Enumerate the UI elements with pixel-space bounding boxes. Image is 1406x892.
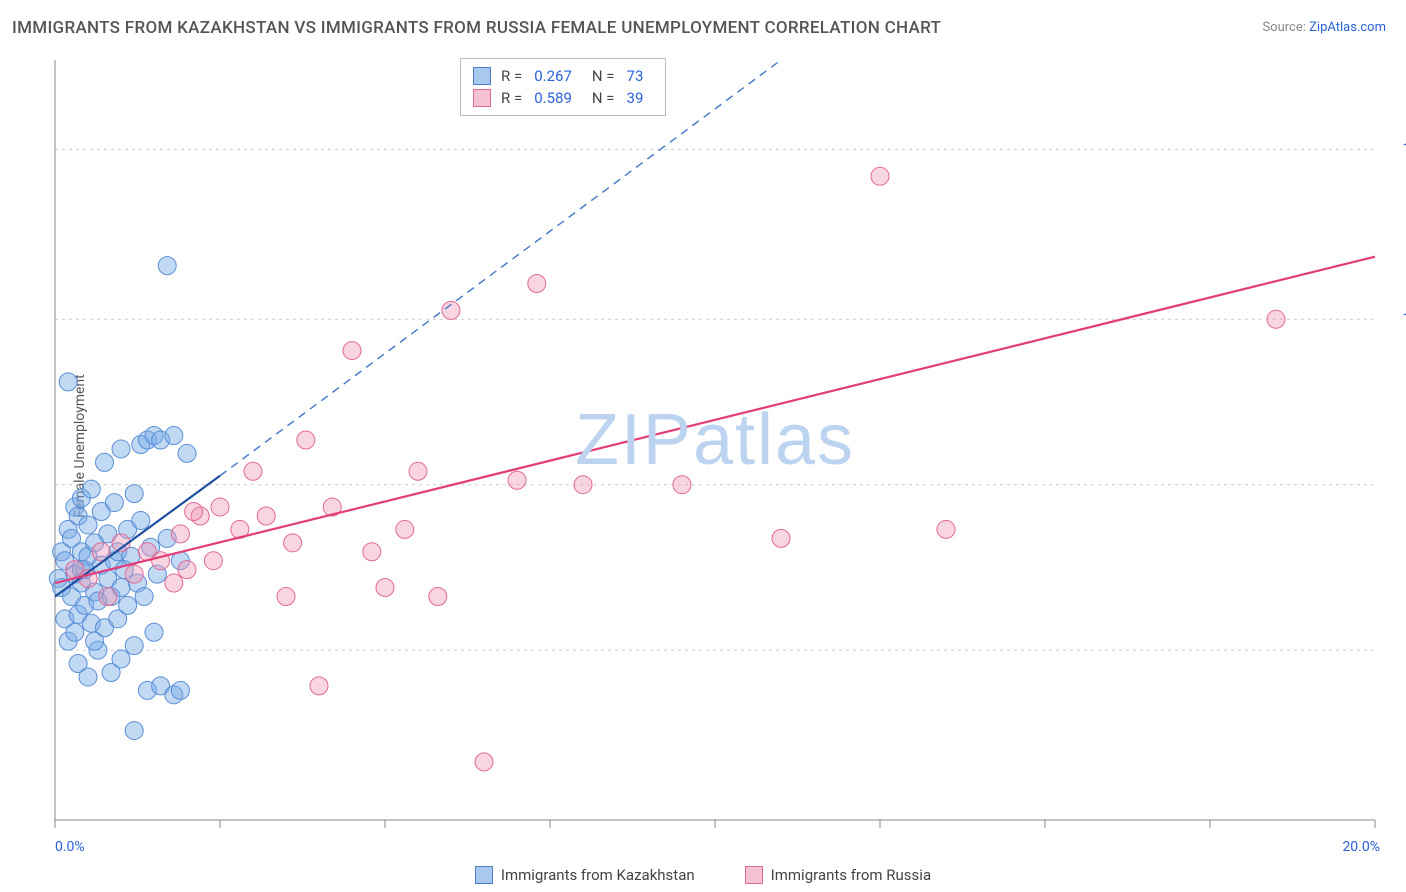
source-attribution: Source: ZipAtlas.com [1262, 20, 1386, 35]
legend-label-russia: Immigrants from Russia [771, 866, 931, 884]
legend-item-russia: Immigrants from Russia [745, 866, 931, 884]
scatter-svg [50, 55, 1380, 825]
n-label: N = [592, 67, 615, 85]
stats-row-kazakhstan: R = 0.267 N = 73 [473, 65, 653, 87]
n-value-kazakhstan: 73 [627, 67, 644, 85]
r-value-russia: 0.589 [534, 89, 572, 107]
y-tick-label: 15.0% [1402, 141, 1406, 157]
chart-container: IMMIGRANTS FROM KAZAKHSTAN VS IMMIGRANTS… [0, 0, 1406, 892]
legend-item-kazakhstan: Immigrants from Kazakhstan [475, 866, 695, 884]
legend-label-kazakhstan: Immigrants from Kazakhstan [501, 866, 695, 884]
bottom-legend: Immigrants from Kazakhstan Immigrants fr… [0, 866, 1406, 884]
r-value-kazakhstan: 0.267 [534, 67, 572, 85]
chart-title: IMMIGRANTS FROM KAZAKHSTAN VS IMMIGRANTS… [12, 18, 941, 38]
swatch-kazakhstan-icon [473, 67, 491, 85]
n-label: N = [592, 89, 615, 107]
r-label: R = [501, 67, 522, 85]
stats-legend-box: R = 0.267 N = 73 R = 0.589 N = 39 [460, 58, 666, 116]
y-tick-label: 11.2% [1402, 311, 1406, 327]
stats-row-russia: R = 0.589 N = 39 [473, 87, 653, 109]
legend-swatch-kazakhstan-icon [475, 866, 493, 884]
x-tick-label: 0.0% [55, 839, 85, 855]
legend-swatch-russia-icon [745, 866, 763, 884]
plot-area: ZIPatlas R = 0.267 N = 73 R = 0.589 N = … [50, 55, 1380, 825]
x-tick-label: 20.0% [1342, 839, 1380, 855]
source-link[interactable]: ZipAtlas.com [1309, 20, 1386, 35]
n-value-russia: 39 [627, 89, 644, 107]
swatch-russia-icon [473, 89, 491, 107]
source-label: Source: [1262, 20, 1305, 35]
r-label: R = [501, 89, 522, 107]
